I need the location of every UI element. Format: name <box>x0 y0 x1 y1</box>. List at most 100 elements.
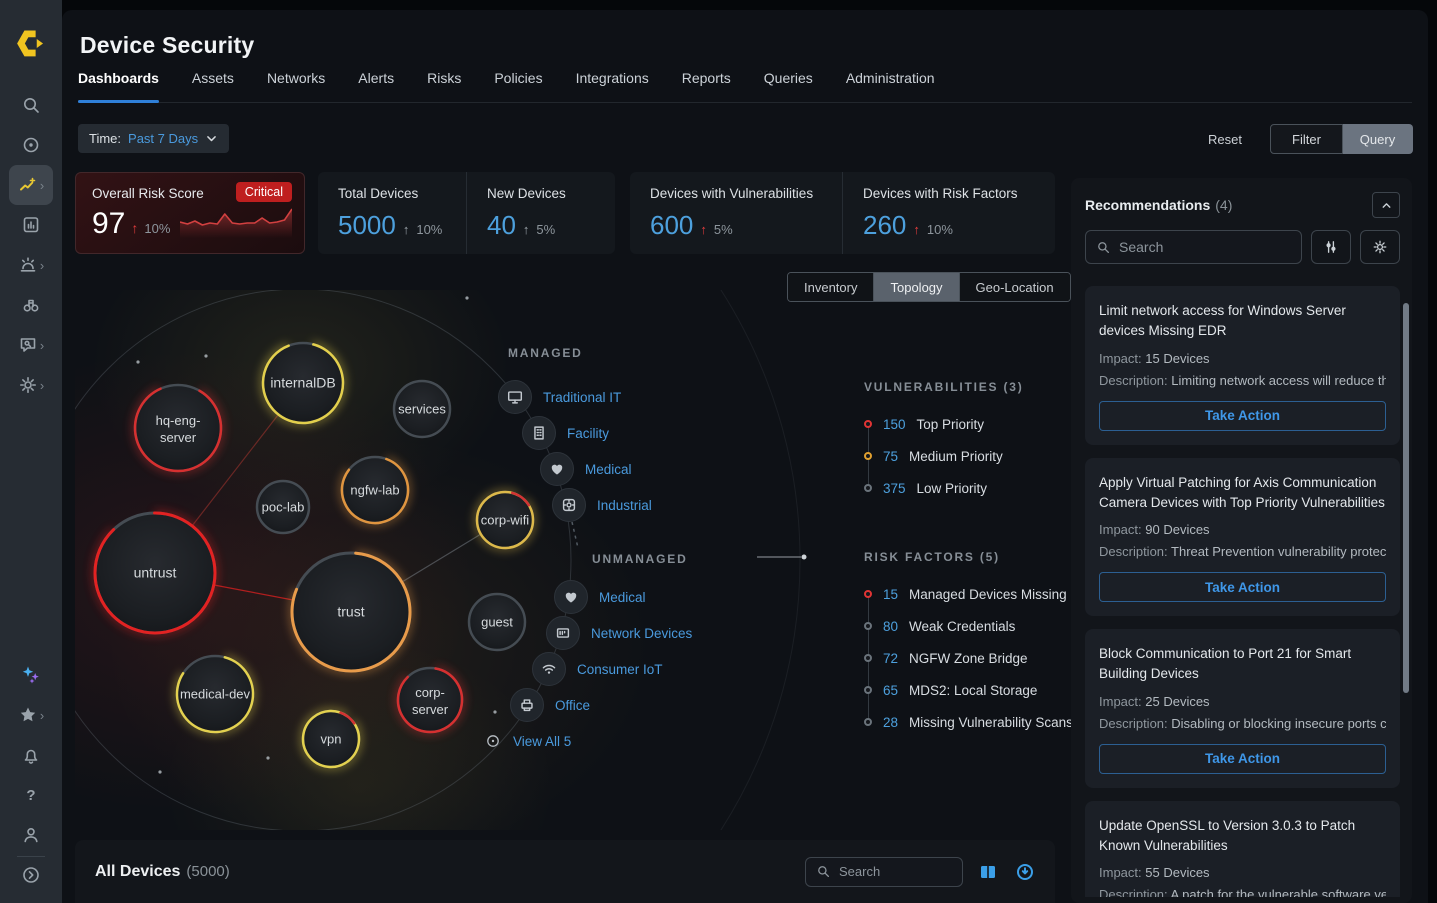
tab-integrations[interactable]: Integrations <box>575 70 649 86</box>
category-traditional-it[interactable]: Traditional IT <box>498 380 621 414</box>
category-view-all-5[interactable]: View All 5 <box>484 732 571 750</box>
chevron-down-icon <box>207 136 216 142</box>
vulnerabilities-list-item[interactable]: 150 Top Priority <box>864 408 1024 440</box>
status-dot-icon <box>864 654 872 662</box>
vulnerabilities-list-item[interactable]: 375 Low Priority <box>864 472 1024 504</box>
query-button[interactable]: Query <box>1343 124 1413 154</box>
category-medical[interactable]: Medical <box>554 580 646 614</box>
tab-dashboards[interactable]: Dashboards <box>78 70 159 103</box>
recommendations-search-input[interactable] <box>1119 239 1291 255</box>
tab-alerts[interactable]: Alerts <box>358 70 395 86</box>
tab-assets[interactable]: Assets <box>191 70 234 86</box>
heart-icon <box>554 580 588 614</box>
risk-factors-list-item[interactable]: 65 MDS2: Local Storage <box>864 674 1099 706</box>
topology-node-corp-server[interactable]: corp-server <box>393 663 467 737</box>
topology-node-medical-dev[interactable]: medical-dev <box>168 647 261 740</box>
svg-text:medical-dev: medical-dev <box>180 687 251 702</box>
take-action-button[interactable]: Take Action <box>1099 400 1386 431</box>
category-office[interactable]: Office <box>510 688 590 722</box>
sort-options-button[interactable] <box>1311 230 1351 264</box>
risk-factors-list-item[interactable]: 15 Managed Devices Missing EDR <box>864 578 1099 610</box>
sidebar-item-reports[interactable] <box>0 205 62 245</box>
settings-button[interactable] <box>1360 230 1400 264</box>
reset-button[interactable]: Reset <box>1208 131 1242 147</box>
svg-text:ngfw-lab: ngfw-lab <box>350 483 399 498</box>
columns-view-button[interactable] <box>978 861 1000 883</box>
category-facility[interactable]: Facility <box>522 416 609 450</box>
tab-policies[interactable]: Policies <box>494 70 543 86</box>
tab-reports[interactable]: Reports <box>681 70 731 86</box>
topology-node-hq-eng-server[interactable]: hq-eng-server <box>119 369 236 486</box>
view-all-icon <box>484 732 502 750</box>
sidebar-item-ai-assistant[interactable] <box>0 655 62 695</box>
filter-button[interactable]: Filter <box>1270 124 1343 154</box>
svg-text:hq-eng-: hq-eng- <box>156 413 201 428</box>
view-toggle-geo-location[interactable]: Geo-Location <box>958 273 1070 301</box>
svg-text:server: server <box>412 702 449 717</box>
devices-stat-card: Total Devices 5000 ↑ 10% New Devices 40 ↑ 5% <box>318 172 615 254</box>
sidebar-item-collapse[interactable] <box>0 855 62 895</box>
take-action-button[interactable]: Take Action <box>1099 572 1386 602</box>
status-dot-icon <box>864 590 872 598</box>
sidebar-item-notifications[interactable] <box>0 735 62 775</box>
category-consumer-iot[interactable]: Consumer IoT <box>532 652 663 686</box>
sidebar-item-help[interactable]: ? <box>0 775 62 815</box>
topology-node-services[interactable]: services <box>392 379 452 439</box>
devices-search-input[interactable] <box>839 864 952 879</box>
brand-logo-icon[interactable] <box>12 26 48 62</box>
sidebar-item-investigate[interactable] <box>0 285 62 325</box>
recommendations-search[interactable] <box>1085 230 1302 264</box>
stat-new-devices: New Devices 40 ↑ 5% <box>466 172 615 254</box>
chevron-right-icon: › <box>39 257 45 273</box>
topology-node-internaldb[interactable]: internalDB <box>254 334 352 432</box>
sidebar-item-queries[interactable]: › <box>0 325 62 365</box>
topology-node-poc-lab[interactable]: poc-lab <box>255 479 311 535</box>
topology-node-untrust[interactable]: untrust <box>91 509 219 637</box>
risk-factors-list-item[interactable]: 72 NGFW Zone Bridge <box>864 642 1099 674</box>
tab-queries[interactable]: Queries <box>763 70 813 86</box>
chevron-right-icon: › <box>39 707 45 723</box>
collapse-panel-button[interactable] <box>1372 192 1400 218</box>
recommendations-title: Recommendations <box>1085 197 1211 213</box>
category-medical[interactable]: Medical <box>540 452 632 486</box>
time-filter[interactable]: Time: Past 7 Days <box>78 124 230 153</box>
topology-node-vpn[interactable]: vpn <box>292 700 371 779</box>
report-icon <box>21 215 41 235</box>
sidebar-item-discovery[interactable] <box>0 125 62 165</box>
sidebar-item-alerts[interactable]: › <box>0 245 62 285</box>
topology-node-trust[interactable]: trust <box>287 548 415 676</box>
recommendation-card: Limit network access for Windows Server … <box>1085 286 1400 445</box>
risk-severity-badge: Critical <box>235 182 292 202</box>
take-action-button[interactable]: Take Action <box>1099 743 1386 774</box>
tab-networks[interactable]: Networks <box>266 70 326 86</box>
tab-administration[interactable]: Administration <box>845 70 935 86</box>
chevron-right-icon: › <box>39 177 45 193</box>
help-icon: ? <box>21 785 41 805</box>
risk-factors-list-item[interactable]: 28 Missing Vulnerability Scans <box>864 706 1099 738</box>
sidebar-item-dashboards[interactable]: › <box>0 165 62 205</box>
sidebar: › › › › ›? <box>0 0 62 903</box>
category-industrial[interactable]: Industrial <box>552 488 652 522</box>
sidebar-item-search[interactable] <box>0 85 62 125</box>
category-network-devices[interactable]: Network Devices <box>546 616 692 650</box>
vulnerabilities-list-item[interactable]: 75 Medium Priority <box>864 440 1024 472</box>
columns-icon <box>981 865 995 878</box>
view-toggle-topology[interactable]: Topology <box>873 273 959 301</box>
search-icon <box>21 95 41 115</box>
devices-search[interactable] <box>805 856 963 887</box>
topology-node-corp-wifi[interactable]: corp-wifi <box>465 480 544 559</box>
tab-risks[interactable]: Risks <box>427 70 462 86</box>
recommendations-panel: Recommendations (4) Limit network acce <box>1071 178 1412 903</box>
topology-node-ngfw-lab[interactable]: ngfw-lab <box>333 448 418 533</box>
topology-node-guest[interactable]: guest <box>467 592 527 652</box>
download-button[interactable] <box>1015 861 1037 883</box>
scrollbar-thumb[interactable] <box>1403 303 1409 693</box>
risk-factors-list-item[interactable]: 80 Weak Credentials <box>864 610 1099 642</box>
sidebar-item-settings[interactable]: › <box>0 365 62 405</box>
view-toggle-inventory[interactable]: Inventory <box>788 273 874 301</box>
radar-icon <box>21 135 41 155</box>
arrow-up-icon: ↑ <box>131 220 139 236</box>
sidebar-item-favorites[interactable]: › <box>0 695 62 735</box>
status-dot-icon <box>864 718 872 726</box>
sidebar-item-account[interactable] <box>0 815 62 855</box>
